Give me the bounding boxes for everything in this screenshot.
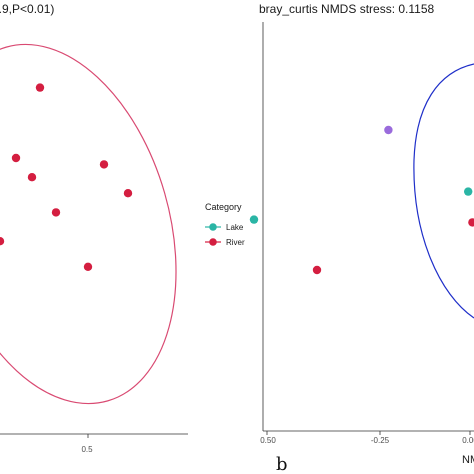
panel-b-x-tick-label-3: 0.00 (462, 436, 474, 445)
point-river-14 (123, 189, 133, 198)
legend-item-lake: Lake (205, 223, 244, 232)
panel-b-point-2-2 (468, 218, 474, 227)
legend-lake-label: Lake (226, 223, 244, 232)
panel-a-title: ...9,P<0.01) (0, 2, 54, 16)
legend-river-marker (209, 238, 217, 246)
point-river-13 (51, 208, 61, 217)
point-river-16 (83, 262, 93, 271)
legend: Category Lake River (205, 202, 245, 247)
legend-river-label: River (226, 238, 245, 247)
panel-b-confidence-ellipse (413, 63, 474, 319)
panel-b-x-tick-label-1: 0.50 (260, 436, 276, 445)
panel-a-x-tick-label: 0.5 (81, 445, 93, 454)
panel-a-confidence-ellipse (0, 43, 177, 405)
panel-b-points (249, 125, 474, 275)
legend-item-river: River (205, 238, 245, 247)
legend-lake-marker (209, 223, 217, 231)
panel-b-point-1-1 (249, 215, 259, 224)
panel-a-points (0, 83, 133, 271)
panel-b-point-3-1 (384, 125, 393, 135)
panel-b-x-axis-label: NM (462, 454, 474, 466)
panel-b-tag: b (276, 454, 288, 474)
point-river-15 (0, 237, 5, 246)
point-river-4 (35, 83, 45, 92)
panel-b-title: bray_curtis NMDS stress: 0.1158 (259, 2, 434, 16)
panel-b-point-2-1 (312, 265, 322, 275)
panel-b-point-1-2 (464, 187, 473, 196)
panel-b: bray_curtis NMDS stress: 0.1158 0.50 -0.… (249, 2, 474, 474)
point-river-5 (11, 153, 21, 163)
panel-b-x-tick-label-2: -0.25 (371, 436, 390, 445)
panel-a: ...9,P<0.01) 0.5 Category Lake River (0, 2, 245, 454)
point-river-7 (99, 160, 109, 169)
legend-title: Category (205, 202, 242, 212)
point-river-6 (27, 173, 37, 182)
